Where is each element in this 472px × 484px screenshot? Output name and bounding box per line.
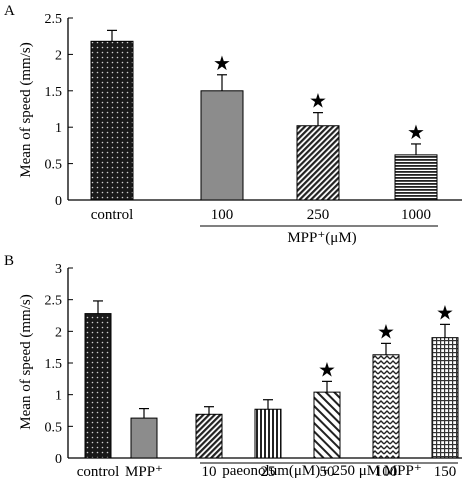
x-tick-label: 1000: [401, 207, 431, 223]
significance-star: ★: [213, 53, 231, 75]
group-label: paeonolum(μM)+ 250 μM MPP⁺: [222, 463, 422, 479]
x-tick-label: control: [91, 207, 134, 223]
y-axis-label: Mean of speed (mm/s): [18, 294, 34, 429]
panel-a: A Mean of speed (mm/s) 0 0.5 1 1.5 2 2.5 control…: [4, 3, 462, 246]
y-tick-label: 0.5: [45, 158, 63, 173]
significance-star: ★: [436, 302, 454, 324]
y-tick-label: 0: [55, 452, 62, 467]
y-tick-label: 1: [55, 121, 62, 136]
y-axis-label: Mean of speed (mm/s): [18, 42, 34, 177]
y-tick-label: 2.5: [45, 12, 63, 27]
x-tick-label: 100: [211, 207, 234, 223]
y-tick-label: 2.5: [45, 294, 63, 309]
x-tick-label: control: [77, 464, 120, 480]
bar: [90, 40, 134, 201]
x-tick-label: 50: [320, 464, 335, 480]
bar: [84, 313, 112, 459]
y-tick-label: 3: [55, 262, 62, 277]
y-tick-label: 1: [55, 389, 62, 404]
bar: [394, 154, 438, 201]
y-tick-label: 0: [55, 194, 62, 209]
significance-star: ★: [407, 122, 425, 144]
panel-b: B Mean of speed (mm/s) 0 0.5 1 1.5 2 2.5 3 contro…: [4, 253, 462, 480]
x-tick-label: 10: [202, 464, 217, 480]
bar: [130, 417, 158, 459]
x-tick-label: 150: [434, 464, 457, 480]
bar: [431, 337, 459, 459]
panel-label: A: [4, 3, 15, 19]
bar: [296, 125, 340, 201]
x-tick-label: MPP⁺: [125, 464, 163, 480]
significance-star: ★: [377, 321, 395, 343]
group-label: MPP⁺(μM): [287, 230, 356, 246]
bar: [254, 408, 282, 459]
x-tick-label: 250: [307, 207, 330, 223]
x-tick-label: 25: [261, 464, 276, 480]
bar: [313, 391, 341, 459]
bar: [372, 354, 400, 459]
significance-star: ★: [318, 359, 336, 381]
x-tick-label: 100: [375, 464, 398, 480]
y-tick-label: 2: [55, 48, 62, 63]
y-tick-label: 0.5: [45, 420, 63, 435]
bar: [195, 413, 223, 459]
significance-star: ★: [309, 91, 327, 113]
bar: [200, 90, 244, 201]
panel-label: B: [4, 253, 14, 269]
y-tick-label: 2: [55, 325, 62, 340]
y-tick-label: 1.5: [45, 85, 63, 100]
y-tick-label: 1.5: [45, 357, 63, 372]
